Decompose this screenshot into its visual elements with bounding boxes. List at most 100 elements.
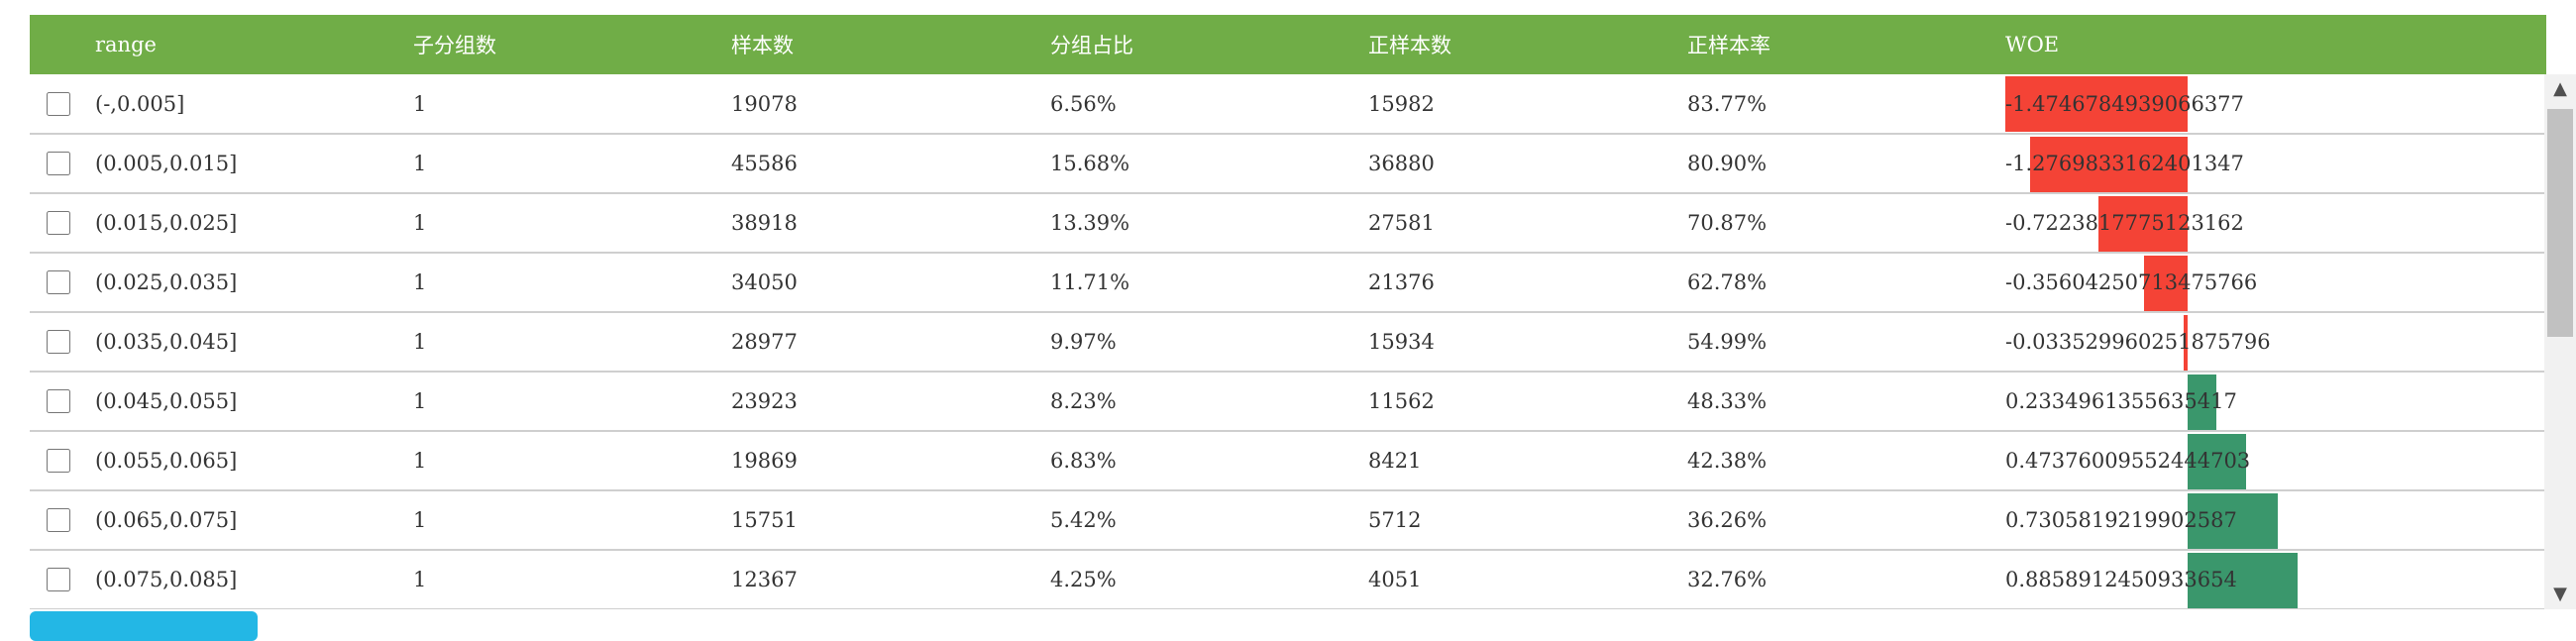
table-row[interactable]: (-,0.005] 1 19078 6.56% 15982 83.77% -1.474678… [30, 74, 2546, 134]
table-row[interactable]: (0.055,0.065] 1 19869 6.83% 8421 42.38% 0.4737… [30, 431, 2546, 490]
table-row[interactable]: (0.005,0.015] 1 45586 15.68% 36880 80.90% -1.2… [30, 134, 2546, 193]
row-select-cell [30, 431, 95, 490]
woe-value: -0.033529960251875796 [2005, 330, 2271, 354]
woe-value: 0.47376009552444703 [2005, 449, 2251, 473]
cell-sample-count: 23923 [731, 389, 798, 413]
cell-range: (0.055,0.065] [95, 449, 238, 473]
cell-woe: -1.4746784939066377 [2005, 74, 2546, 134]
woe-negative-bar [2143, 256, 2188, 311]
woe-value: -0.35604250713475766 [2005, 270, 2258, 294]
cell-subgroup-count: 1 [413, 330, 427, 354]
row-checkbox[interactable] [47, 330, 70, 354]
bottom-action-button[interactable] [30, 611, 258, 641]
woe-table: range 子分组数 样本数 分组占比 正样本数 正样本率 WOE (-,0.0… [30, 15, 2546, 609]
cell-positive-count: 15982 [1368, 91, 1435, 116]
cell-subgroup-count: 1 [413, 449, 427, 473]
woe-value: 0.7305819219902587 [2005, 508, 2237, 532]
row-checkbox[interactable] [47, 91, 70, 116]
header-woe[interactable]: WOE [2005, 33, 2060, 56]
cell-range: (0.065,0.075] [95, 508, 238, 532]
row-select-cell [30, 312, 95, 372]
row-checkbox[interactable] [47, 449, 70, 473]
table-body: (-,0.005] 1 19078 6.56% 15982 83.77% -1.474678… [30, 74, 2546, 609]
cell-woe: -0.7223817775123162 [2005, 193, 2546, 253]
table-row[interactable]: (0.015,0.025] 1 38918 13.39% 27581 70.87% -0.7… [30, 193, 2546, 253]
table-header-row: range 子分组数 样本数 分组占比 正样本数 正样本率 WOE [30, 15, 2546, 74]
row-select-cell [30, 490, 95, 550]
cell-positive-rate: 48.33% [1687, 389, 1768, 413]
cell-positive-rate: 42.38% [1687, 449, 1768, 473]
scroll-up-icon[interactable]: ▲ [2553, 78, 2567, 99]
header-group-ratio[interactable]: 分组占比 [1050, 34, 1133, 57]
cell-range: (0.015,0.025] [95, 211, 238, 235]
cell-sample-count: 19078 [731, 91, 798, 116]
woe-table-container: range 子分组数 样本数 分组占比 正样本数 正样本率 WOE (-,0.0… [30, 15, 2546, 609]
table-row[interactable]: (0.075,0.085] 1 12367 4.25% 4051 32.76% 0.8858… [30, 550, 2546, 609]
cell-woe: -1.2769833162401347 [2005, 134, 2546, 193]
cell-subgroup-count: 1 [413, 270, 427, 294]
cell-group-ratio: 6.56% [1050, 91, 1117, 116]
cell-group-ratio: 5.42% [1050, 508, 1117, 532]
woe-positive-bar [2188, 374, 2217, 430]
cell-group-ratio: 8.23% [1050, 389, 1117, 413]
cell-subgroup-count: 1 [413, 91, 427, 116]
cell-sample-count: 15751 [731, 508, 798, 532]
cell-range: (0.075,0.085] [95, 568, 238, 591]
cell-range: (0.025,0.035] [95, 270, 238, 294]
table-row[interactable]: (0.025,0.035] 1 34050 11.71% 21376 62.78% -0.3… [30, 253, 2546, 312]
woe-negative-bar [2183, 315, 2188, 371]
woe-value: -0.7223817775123162 [2005, 211, 2244, 235]
cell-positive-count: 11562 [1368, 389, 1435, 413]
row-select-cell [30, 74, 95, 134]
cell-group-ratio: 11.71% [1050, 270, 1130, 294]
cell-positive-rate: 62.78% [1687, 270, 1768, 294]
table-row[interactable]: (0.065,0.075] 1 15751 5.42% 5712 36.26% 0.7305… [30, 490, 2546, 550]
cell-positive-rate: 36.26% [1687, 508, 1768, 532]
woe-value: 0.2334961355635417 [2005, 389, 2237, 413]
cell-sample-count: 34050 [731, 270, 798, 294]
header-range[interactable]: range [95, 33, 157, 56]
cell-subgroup-count: 1 [413, 211, 427, 235]
table-row[interactable]: (0.045,0.055] 1 23923 8.23% 11562 48.33% 0.233… [30, 372, 2546, 431]
cell-positive-count: 36880 [1368, 152, 1435, 175]
cell-positive-count: 8421 [1368, 449, 1422, 473]
header-sample-count[interactable]: 样本数 [731, 34, 794, 57]
row-select-cell [30, 550, 95, 609]
woe-value: 0.8858912450933654 [2005, 568, 2237, 591]
cell-positive-count: 4051 [1368, 568, 1422, 591]
row-checkbox[interactable] [47, 389, 70, 413]
header-positive-count[interactable]: 正样本数 [1368, 34, 1451, 57]
row-checkbox[interactable] [47, 270, 70, 294]
cell-group-ratio: 15.68% [1050, 152, 1130, 175]
cell-range: (0.045,0.055] [95, 389, 238, 413]
woe-value: -1.2769833162401347 [2005, 152, 2244, 175]
cell-range: (0.035,0.045] [95, 330, 238, 354]
row-checkbox[interactable] [47, 508, 70, 532]
vertical-scrollbar[interactable]: ▲ ▼ [2544, 74, 2576, 609]
scroll-down-icon[interactable]: ▼ [2553, 584, 2567, 604]
cell-woe: 0.2334961355635417 [2005, 372, 2546, 431]
cell-group-ratio: 9.97% [1050, 330, 1117, 354]
row-checkbox[interactable] [47, 152, 70, 175]
scrollbar-thumb[interactable] [2547, 109, 2573, 337]
header-subgroup-count[interactable]: 子分组数 [413, 34, 496, 57]
woe-negative-bar [2097, 196, 2188, 252]
cell-group-ratio: 4.25% [1050, 568, 1117, 591]
cell-subgroup-count: 1 [413, 152, 427, 175]
woe-positive-bar [2188, 434, 2247, 489]
row-checkbox[interactable] [47, 568, 70, 591]
cell-positive-rate: 70.87% [1687, 211, 1768, 235]
table-row[interactable]: (0.035,0.045] 1 28977 9.97% 15934 54.99% -0.03… [30, 312, 2546, 372]
cell-subgroup-count: 1 [413, 508, 427, 532]
cell-positive-rate: 80.90% [1687, 152, 1768, 175]
header-positive-rate[interactable]: 正样本率 [1687, 34, 1771, 57]
row-select-cell [30, 193, 95, 253]
cell-sample-count: 12367 [731, 568, 798, 591]
cell-sample-count: 28977 [731, 330, 798, 354]
cell-subgroup-count: 1 [413, 568, 427, 591]
cell-woe: 0.8858912450933654 [2005, 550, 2546, 609]
cell-positive-count: 5712 [1368, 508, 1422, 532]
cell-positive-count: 21376 [1368, 270, 1435, 294]
row-checkbox[interactable] [47, 211, 70, 235]
cell-range: (0.005,0.015] [95, 152, 238, 175]
